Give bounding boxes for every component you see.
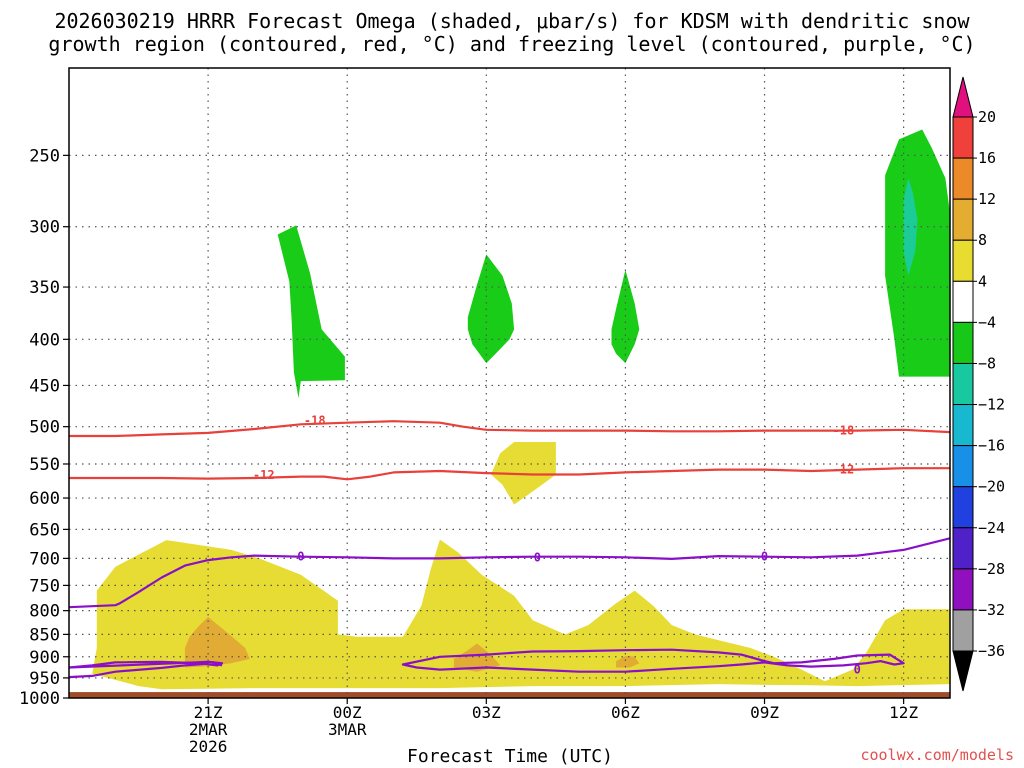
colorbar-label-8: −16: [978, 437, 1005, 455]
y-tick-label-700: 700: [29, 549, 60, 569]
y-tick-label-550: 550: [29, 455, 60, 475]
colorbar-label-6: −8: [978, 354, 996, 372]
plot-frame: [68, 67, 951, 699]
contour-line-2: [69, 537, 950, 609]
ground-surface: [69, 692, 950, 698]
x-tick-label-06Z-0: 06Z: [611, 703, 640, 722]
omega-region-9: [903, 178, 918, 276]
y-tick-label-950: 950: [29, 669, 60, 689]
credit-text: coolwx.com/models: [860, 746, 1014, 764]
omega-region-2: [184, 617, 250, 668]
colorbar-label-2: 12: [978, 190, 996, 208]
x-tick-label-00Z-1: 3MAR: [328, 720, 367, 739]
x-tick-label-03Z-0: 03Z: [472, 703, 501, 722]
colorbar-box-9: [952, 486, 974, 529]
chart-title-line1: 2026030219 HRRR Forecast Omega (shaded, …: [54, 9, 970, 33]
contour-label-2: -12: [253, 468, 275, 482]
y-tick-label-800: 800: [29, 602, 60, 622]
x-axis-label: Forecast Time (UTC): [407, 746, 613, 767]
contour-line-4: [69, 662, 209, 679]
y-axis: 250 300 350 400 450 500 550 600 650 700 750 800 850 9…: [19, 146, 69, 709]
contour-label-3: -12: [833, 463, 855, 477]
contour-line-1: [69, 467, 950, 481]
colorbar-box-6: [952, 362, 974, 406]
omega-region-6: [467, 254, 515, 364]
y-tick-label-400: 400: [29, 330, 60, 350]
colorbar-top-arrow: [952, 76, 974, 118]
y-tick-label-350: 350: [29, 278, 60, 298]
y-tick-label-500: 500: [29, 418, 60, 438]
omega-region-0: [92, 539, 950, 690]
ground-band: [69, 692, 950, 698]
colorbar-label-11: −28: [978, 560, 1005, 578]
colorbar-box-4: [952, 280, 974, 323]
contour-label-7: 0: [854, 663, 861, 677]
x-tick-label-09Z-0: 09Z: [750, 703, 779, 722]
colorbar-label-0: 20: [978, 108, 996, 126]
x-tick-label-21Z-2: 2026: [189, 737, 228, 756]
y-tick-label-1000: 1000: [19, 689, 60, 709]
grid-lines: [69, 68, 950, 698]
colorbar-box-3: [952, 239, 974, 282]
colorbar-box-2: [952, 198, 974, 241]
colorbar-label-12: −32: [978, 601, 1005, 619]
x-tick-label-21Z-0: 21Z: [194, 703, 223, 722]
y-tick-label-300: 300: [29, 218, 60, 238]
temperature-contours: -18 -18 -12 -12 0 0 0 0: [69, 413, 950, 679]
y-tick-label-850: 850: [29, 625, 60, 645]
omega-region-4: [616, 655, 640, 668]
colorbar-label-4: 4: [978, 272, 987, 290]
omega-region-5: [277, 225, 345, 399]
colorbar-box-0: [952, 116, 974, 159]
contour-line-0: [69, 420, 950, 438]
colorbar-box-5: [952, 321, 974, 364]
colorbar-label-5: −4: [978, 313, 996, 331]
colorbar-box-10: [952, 527, 974, 570]
contour-label-6: 0: [761, 550, 768, 564]
colorbar-box-7: [952, 404, 974, 447]
y-tick-label-900: 900: [29, 648, 60, 668]
omega-shaded-regions: [92, 129, 950, 690]
contour-line-6: [401, 648, 905, 673]
contour-label-1: -18: [833, 424, 855, 438]
y-tick-label-600: 600: [29, 489, 60, 509]
omega-region-3: [453, 643, 501, 672]
contour-label-0: -18: [304, 413, 326, 427]
contour-label-4: 0: [297, 550, 304, 564]
colorbar-box-11: [952, 568, 974, 611]
x-tick-label-00Z-0: 00Z: [333, 703, 362, 722]
colorbar-label-13: −36: [978, 642, 1005, 660]
colorbar-label-9: −20: [978, 478, 1005, 496]
colorbar-box-12: [952, 609, 974, 652]
colorbar-label-7: −12: [978, 396, 1005, 414]
y-tick-label-750: 750: [29, 576, 60, 596]
colorbar-label-10: −24: [978, 519, 1005, 537]
colorbar-box-1: [952, 157, 974, 200]
colorbar-bottom-arrow: [952, 650, 974, 692]
contour-label-5: 0: [534, 550, 541, 564]
y-tick-label-650: 650: [29, 520, 60, 540]
x-tick-label-21Z-1: 2MAR: [189, 720, 228, 739]
omega-region-8: [885, 129, 950, 377]
y-tick-label-250: 250: [29, 146, 60, 166]
y-tick-label-450: 450: [29, 376, 60, 396]
colorbar-label-1: 16: [978, 149, 996, 167]
colorbar: 20 16 12 8 4 −4 −8 −12 −16 −20 −24 −28 −32 −36: [952, 76, 1005, 692]
chart-title-line2: growth region (contoured, red, °C) and f…: [48, 32, 975, 56]
colorbar-label-3: 8: [978, 231, 987, 249]
x-tick-label-12Z-0: 12Z: [889, 703, 918, 722]
colorbar-box-8: [952, 445, 974, 488]
contour-line-5: [211, 661, 223, 667]
